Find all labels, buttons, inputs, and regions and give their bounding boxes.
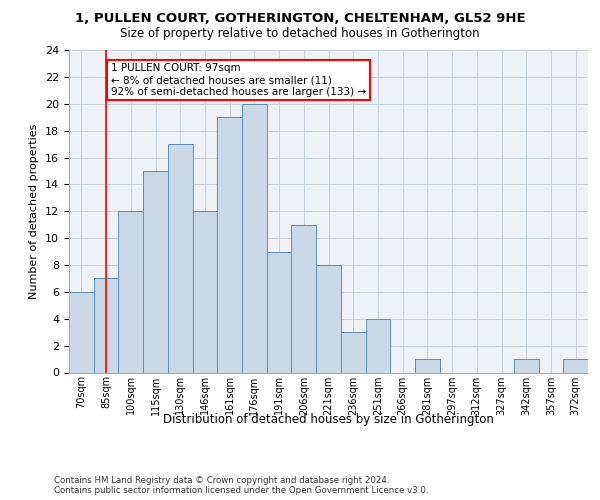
Y-axis label: Number of detached properties: Number of detached properties — [29, 124, 40, 299]
Bar — [242, 104, 267, 372]
Bar — [514, 359, 539, 372]
Bar — [94, 278, 118, 372]
Bar — [341, 332, 365, 372]
Bar — [217, 117, 242, 372]
Bar — [563, 359, 588, 372]
Bar — [118, 211, 143, 372]
Bar — [193, 211, 217, 372]
Bar — [292, 224, 316, 372]
Text: 1 PULLEN COURT: 97sqm
← 8% of detached houses are smaller (11)
92% of semi-detac: 1 PULLEN COURT: 97sqm ← 8% of detached h… — [111, 64, 366, 96]
Text: Distribution of detached houses by size in Gotherington: Distribution of detached houses by size … — [163, 412, 494, 426]
Bar — [365, 319, 390, 372]
Text: 1, PULLEN COURT, GOTHERINGTON, CHELTENHAM, GL52 9HE: 1, PULLEN COURT, GOTHERINGTON, CHELTENHA… — [74, 12, 526, 26]
Text: Size of property relative to detached houses in Gotherington: Size of property relative to detached ho… — [120, 28, 480, 40]
Bar — [267, 252, 292, 372]
Text: Contains public sector information licensed under the Open Government Licence v3: Contains public sector information licen… — [54, 486, 428, 495]
Text: Contains HM Land Registry data © Crown copyright and database right 2024.: Contains HM Land Registry data © Crown c… — [54, 476, 389, 485]
Bar — [168, 144, 193, 372]
Bar — [415, 359, 440, 372]
Bar — [143, 171, 168, 372]
Bar — [69, 292, 94, 372]
Bar — [316, 265, 341, 372]
